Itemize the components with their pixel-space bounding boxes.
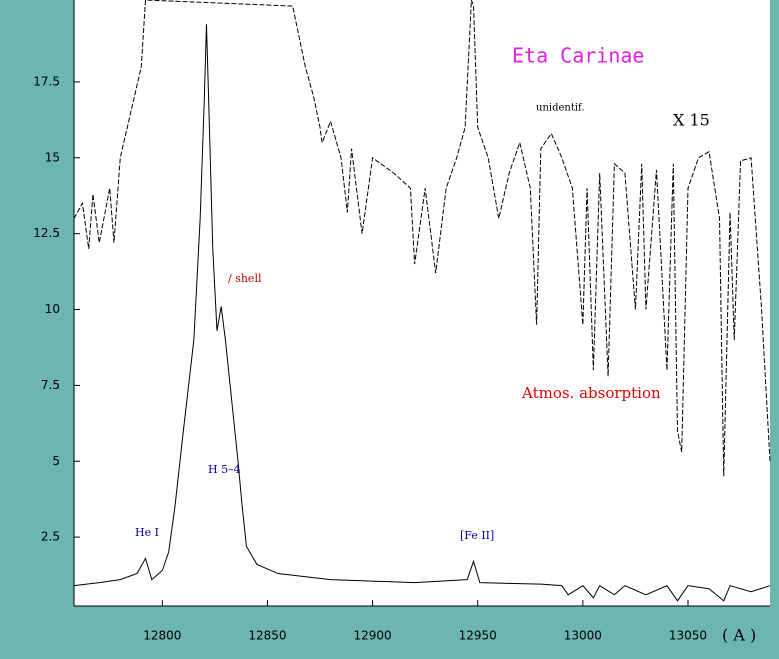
y-tick-label: 12.5 xyxy=(33,226,60,240)
annotation: unidentif. xyxy=(536,103,585,114)
y-tick-label: 7.5 xyxy=(41,378,60,392)
spectrum-line xyxy=(73,0,771,477)
x-axis-label: ( A ) xyxy=(722,626,756,645)
annotation: [Fe II] xyxy=(460,529,494,542)
y-tick-label: 5 xyxy=(52,454,60,468)
annotation: X 15 xyxy=(673,111,710,130)
chart-title: Eta Carinae xyxy=(512,44,644,68)
y-tick-label: 15 xyxy=(45,150,60,164)
annotation: Atmos. absorption xyxy=(521,384,661,402)
x-tick-label: 13000 xyxy=(564,629,602,643)
y-tick-label: 2.5 xyxy=(41,530,60,544)
spectrum-line xyxy=(73,24,771,602)
x-tick-label: 12900 xyxy=(353,629,391,643)
x-tick-label: 13050 xyxy=(669,629,707,643)
x-tick-label: 12950 xyxy=(459,629,497,643)
annotation: / shell xyxy=(228,272,262,285)
plot-area xyxy=(74,0,770,606)
y-tick-label: 10 xyxy=(45,302,60,316)
annotation: He I xyxy=(135,526,159,539)
x-tick-label: 12800 xyxy=(143,629,181,643)
annotation: H 5–4 xyxy=(208,463,241,476)
y-tick-label: 17.5 xyxy=(33,74,60,88)
x-tick-label: 12850 xyxy=(248,629,286,643)
